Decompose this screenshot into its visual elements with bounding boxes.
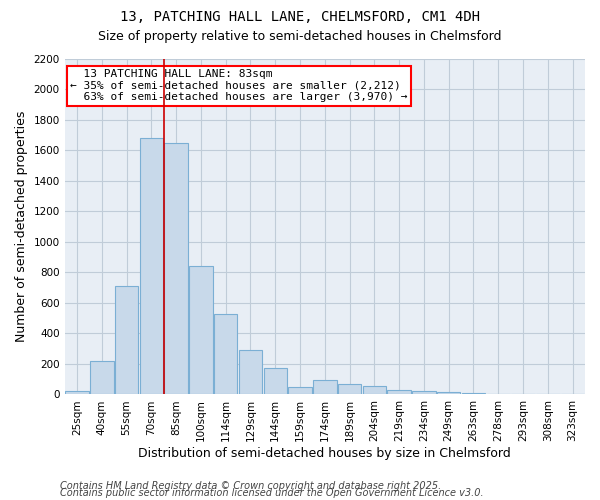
Bar — [164, 143, 188, 395]
Bar — [214, 314, 238, 394]
Bar — [65, 390, 89, 394]
Bar — [140, 138, 163, 394]
Bar — [362, 386, 386, 394]
Bar — [90, 361, 113, 394]
Text: Size of property relative to semi-detached houses in Chelmsford: Size of property relative to semi-detach… — [98, 30, 502, 43]
Bar — [288, 387, 312, 394]
Bar — [313, 380, 337, 394]
Text: Contains public sector information licensed under the Open Government Licence v3: Contains public sector information licen… — [60, 488, 484, 498]
Bar — [462, 393, 485, 394]
Text: 13 PATCHING HALL LANE: 83sqm
← 35% of semi-detached houses are smaller (2,212)
 : 13 PATCHING HALL LANE: 83sqm ← 35% of se… — [70, 69, 407, 102]
Text: 13, PATCHING HALL LANE, CHELMSFORD, CM1 4DH: 13, PATCHING HALL LANE, CHELMSFORD, CM1 … — [120, 10, 480, 24]
Bar — [239, 350, 262, 395]
Bar — [189, 266, 213, 394]
Bar — [437, 392, 460, 394]
Bar — [388, 390, 411, 394]
Y-axis label: Number of semi-detached properties: Number of semi-detached properties — [15, 111, 28, 342]
Bar — [412, 390, 436, 394]
Text: Contains HM Land Registry data © Crown copyright and database right 2025.: Contains HM Land Registry data © Crown c… — [60, 481, 441, 491]
Bar — [263, 368, 287, 394]
Bar — [115, 286, 139, 395]
Bar — [338, 384, 361, 394]
X-axis label: Distribution of semi-detached houses by size in Chelmsford: Distribution of semi-detached houses by … — [139, 447, 511, 460]
